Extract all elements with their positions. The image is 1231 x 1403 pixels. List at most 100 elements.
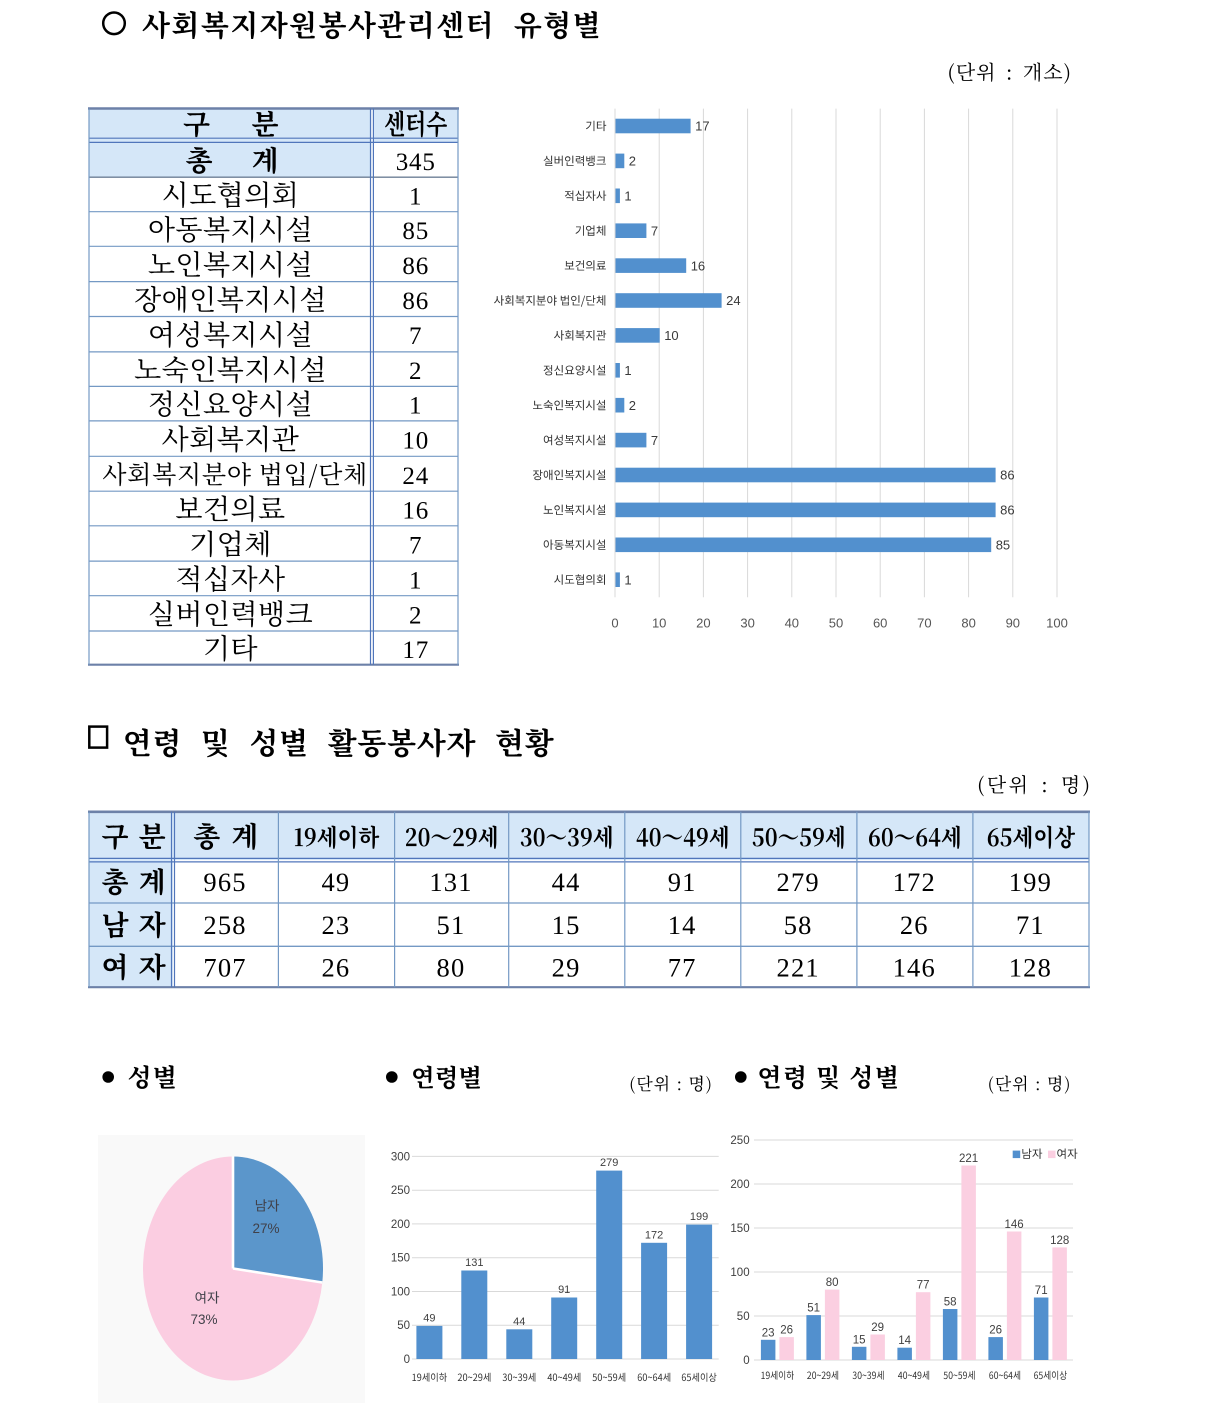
svg-text:15: 15 (853, 1334, 866, 1346)
svg-text:7: 7 (409, 533, 422, 560)
svg-text:49: 49 (423, 1312, 435, 1324)
svg-text:0: 0 (611, 616, 618, 631)
svg-text:86: 86 (1000, 503, 1014, 518)
svg-text:51: 51 (437, 910, 466, 940)
svg-text:15: 15 (552, 910, 581, 940)
svg-text:7: 7 (651, 433, 658, 448)
svg-text:23: 23 (762, 1327, 775, 1339)
svg-text:150: 150 (730, 1223, 749, 1235)
svg-text:26: 26 (780, 1325, 793, 1337)
svg-text:146: 146 (893, 952, 936, 982)
svg-text:1: 1 (624, 189, 631, 204)
svg-text:80: 80 (826, 1277, 839, 1289)
svg-text:20: 20 (696, 616, 710, 631)
svg-text:1: 1 (409, 393, 422, 420)
svg-text:27%: 27% (252, 1221, 279, 1236)
svg-text:7: 7 (409, 323, 422, 350)
svg-text:172: 172 (893, 867, 936, 897)
svg-text:150: 150 (391, 1253, 410, 1265)
svg-text:90: 90 (1006, 616, 1020, 631)
svg-text:1: 1 (624, 572, 631, 587)
svg-text:16: 16 (691, 258, 705, 273)
svg-text:91: 91 (668, 867, 697, 897)
svg-text:16: 16 (402, 498, 429, 525)
svg-text:44: 44 (552, 867, 581, 897)
svg-text:29: 29 (552, 952, 581, 982)
svg-text:17: 17 (695, 119, 709, 134)
svg-text:26: 26 (989, 1325, 1002, 1337)
svg-text:71: 71 (1016, 910, 1045, 940)
svg-text:707: 707 (203, 952, 246, 982)
svg-text:300: 300 (391, 1151, 410, 1163)
svg-text:77: 77 (917, 1280, 930, 1292)
svg-text:172: 172 (645, 1229, 663, 1241)
svg-text:51: 51 (807, 1303, 820, 1315)
svg-text:0: 0 (743, 1355, 749, 1367)
svg-text:86: 86 (402, 288, 429, 315)
svg-text:26: 26 (900, 910, 929, 940)
svg-text:128: 128 (1050, 1235, 1069, 1247)
svg-text:10: 10 (652, 616, 666, 631)
svg-text:14: 14 (898, 1335, 911, 1347)
svg-text:199: 199 (690, 1211, 708, 1223)
svg-text:199: 199 (1009, 867, 1052, 897)
svg-text:23: 23 (321, 910, 350, 940)
svg-text:10: 10 (664, 328, 678, 343)
svg-text:71: 71 (1035, 1285, 1048, 1297)
svg-text:250: 250 (391, 1185, 410, 1197)
svg-text:221: 221 (777, 952, 820, 982)
svg-text:1: 1 (409, 183, 422, 210)
svg-text:24: 24 (402, 463, 429, 490)
svg-text:50: 50 (829, 616, 843, 631)
svg-text:85: 85 (402, 218, 429, 245)
svg-text:965: 965 (203, 867, 246, 897)
svg-text:50: 50 (737, 1311, 750, 1323)
svg-text:345: 345 (396, 149, 436, 176)
svg-text:200: 200 (730, 1179, 749, 1191)
svg-text:44: 44 (513, 1316, 525, 1328)
svg-text:80: 80 (961, 616, 975, 631)
svg-text:77: 77 (668, 952, 697, 982)
svg-text:49: 49 (321, 867, 350, 897)
svg-text:131: 131 (465, 1257, 483, 1269)
svg-text:7: 7 (651, 223, 658, 238)
svg-text:2: 2 (409, 358, 422, 385)
svg-text:279: 279 (777, 867, 820, 897)
svg-text:40: 40 (785, 616, 799, 631)
svg-text:14: 14 (668, 910, 697, 940)
svg-text:100: 100 (730, 1267, 749, 1279)
svg-text:2: 2 (629, 154, 636, 169)
svg-text:73%: 73% (190, 1312, 217, 1327)
svg-text:221: 221 (959, 1153, 978, 1165)
svg-text:58: 58 (944, 1297, 957, 1309)
svg-text:10: 10 (402, 428, 429, 455)
svg-text:128: 128 (1009, 952, 1052, 982)
svg-text:86: 86 (1000, 468, 1014, 483)
svg-text:100: 100 (1046, 616, 1068, 631)
svg-text:30: 30 (740, 616, 754, 631)
svg-text:91: 91 (558, 1284, 570, 1296)
svg-text:2: 2 (409, 602, 422, 629)
svg-text:258: 258 (203, 910, 246, 940)
svg-text:1: 1 (624, 363, 631, 378)
svg-text:80: 80 (437, 952, 466, 982)
svg-text:24: 24 (726, 293, 740, 308)
svg-text:26: 26 (321, 952, 350, 982)
svg-text:60: 60 (873, 616, 887, 631)
svg-text:279: 279 (600, 1157, 618, 1169)
svg-text:50: 50 (397, 1320, 410, 1332)
svg-text:2: 2 (629, 398, 636, 413)
svg-text:17: 17 (402, 637, 429, 664)
svg-text:1: 1 (409, 567, 422, 594)
svg-text:0: 0 (404, 1354, 410, 1366)
svg-text:86: 86 (402, 253, 429, 280)
svg-text:200: 200 (391, 1219, 410, 1231)
svg-text:146: 146 (1005, 1219, 1024, 1231)
svg-text:250: 250 (730, 1135, 749, 1147)
svg-text:29: 29 (871, 1322, 884, 1334)
svg-text:131: 131 (429, 867, 472, 897)
svg-text:85: 85 (996, 538, 1010, 553)
svg-text:70: 70 (917, 616, 931, 631)
svg-text:100: 100 (391, 1287, 410, 1299)
svg-text:58: 58 (784, 910, 813, 940)
